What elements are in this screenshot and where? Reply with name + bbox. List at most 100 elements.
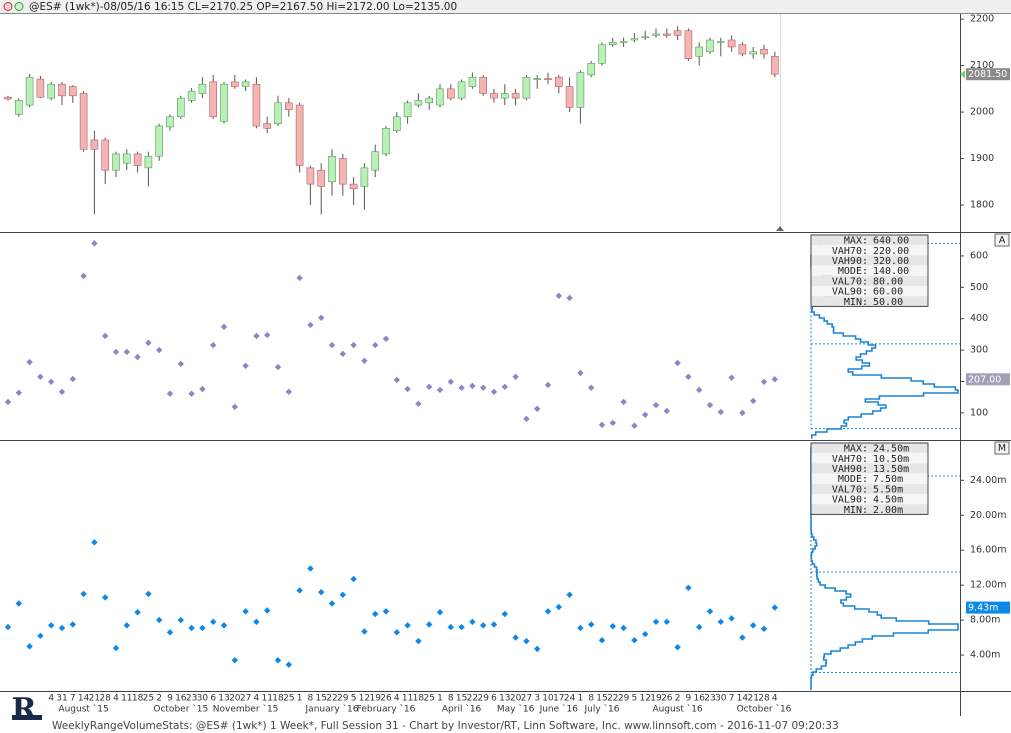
point — [242, 608, 249, 615]
point — [523, 637, 530, 645]
point — [123, 622, 130, 629]
x-tick-label: 13 — [218, 694, 229, 704]
point — [480, 384, 487, 391]
candle-body — [231, 81, 239, 87]
candle-body — [727, 39, 736, 48]
point — [80, 590, 87, 598]
x-month-label: July `16 — [584, 704, 620, 715]
last-value-label: 2081.50 — [968, 69, 1007, 80]
point — [588, 621, 595, 628]
candle-body — [79, 93, 88, 150]
pane-label-box — [994, 441, 1010, 455]
x-tick-label: 21 — [89, 694, 100, 704]
y-tick-label: 1800 — [970, 200, 994, 211]
point — [4, 398, 12, 406]
point — [350, 341, 357, 349]
point — [48, 378, 55, 386]
point — [91, 240, 98, 247]
point — [512, 634, 519, 641]
stats-name: VAH90: — [832, 464, 868, 475]
pane-label-box — [994, 233, 1010, 247]
stats-name: VAH70: — [832, 454, 868, 465]
x-tick-label: 25 — [423, 694, 434, 704]
point — [642, 411, 649, 418]
x-tick-label: 11 — [261, 694, 272, 704]
stats-name: MIN: — [844, 297, 868, 308]
candle-body — [112, 153, 120, 171]
x-tick-label: 22 — [467, 694, 478, 704]
candle-body — [716, 41, 725, 43]
stats-value: 7.50m — [873, 474, 903, 485]
x-month-label: August `16 — [652, 704, 703, 715]
stats-value: 220.00 — [873, 246, 909, 257]
candle-body — [576, 72, 585, 108]
candle-body — [58, 83, 66, 97]
point — [620, 398, 627, 406]
y-tick-label: 500 — [970, 282, 988, 293]
point — [80, 272, 87, 280]
point — [696, 623, 703, 631]
candle-body — [738, 44, 747, 55]
candle-body — [284, 102, 293, 111]
point — [534, 645, 541, 653]
point — [328, 600, 336, 607]
point — [447, 378, 454, 386]
stats-value: 50.00 — [873, 297, 903, 308]
x-tick-label: 14 — [737, 694, 749, 704]
x-tick-label: 8 — [308, 694, 314, 704]
x-tick-label: 28 — [758, 694, 770, 704]
candle-body — [123, 153, 131, 164]
candle-body — [241, 81, 250, 87]
stats-name: VAL70: — [832, 276, 868, 287]
close-icon[interactable] — [3, 2, 13, 11]
x-tick-label: 26 — [380, 694, 392, 704]
candle-body — [598, 44, 606, 64]
candle-body — [209, 81, 217, 118]
point — [199, 624, 206, 632]
x-tick-label: 30 — [715, 694, 727, 704]
x-tick-label: 15 — [596, 694, 607, 704]
restore-icon[interactable] — [14, 2, 24, 11]
x-tick-label: 1 — [297, 694, 303, 704]
point — [760, 625, 768, 633]
candle-body — [382, 128, 390, 155]
point — [544, 608, 552, 615]
stats-value: 2.00m — [873, 505, 903, 516]
point — [231, 657, 238, 664]
point — [663, 618, 670, 626]
point — [382, 335, 390, 342]
x-tick-label: 26 — [661, 694, 673, 704]
x-tick-label: 17 — [553, 694, 564, 704]
point — [728, 615, 735, 622]
x-tick-label: 11 — [121, 694, 132, 704]
x-tick-label: 9 — [167, 694, 173, 704]
stats-row — [811, 275, 928, 286]
point — [156, 346, 163, 354]
candle-body — [101, 139, 109, 171]
x-tick-label: 2 — [675, 694, 681, 704]
point — [490, 388, 498, 396]
point — [26, 358, 33, 366]
point — [469, 618, 476, 626]
candle-body — [554, 76, 563, 87]
x-month-label: April `16 — [442, 704, 482, 715]
point — [480, 622, 487, 629]
stats-row — [811, 463, 928, 474]
stats-value: 13.50m — [873, 464, 909, 475]
point — [220, 622, 228, 629]
stats-name: MAX: — [844, 444, 868, 455]
candle-body — [274, 102, 282, 124]
y-tick-label: 2100 — [970, 60, 994, 71]
stats-value: 5.50m — [873, 484, 903, 495]
candle-body — [587, 62, 596, 76]
candle-body — [69, 86, 77, 97]
cursor-marker — [776, 226, 784, 231]
point — [447, 623, 454, 631]
point — [296, 587, 303, 594]
x-tick-label: 16 — [175, 694, 187, 704]
x-tick-label: 4 — [254, 694, 260, 704]
point — [210, 341, 217, 349]
logo-bg — [10, 694, 40, 728]
x-tick-label: 25 — [143, 694, 154, 704]
point — [382, 608, 390, 615]
